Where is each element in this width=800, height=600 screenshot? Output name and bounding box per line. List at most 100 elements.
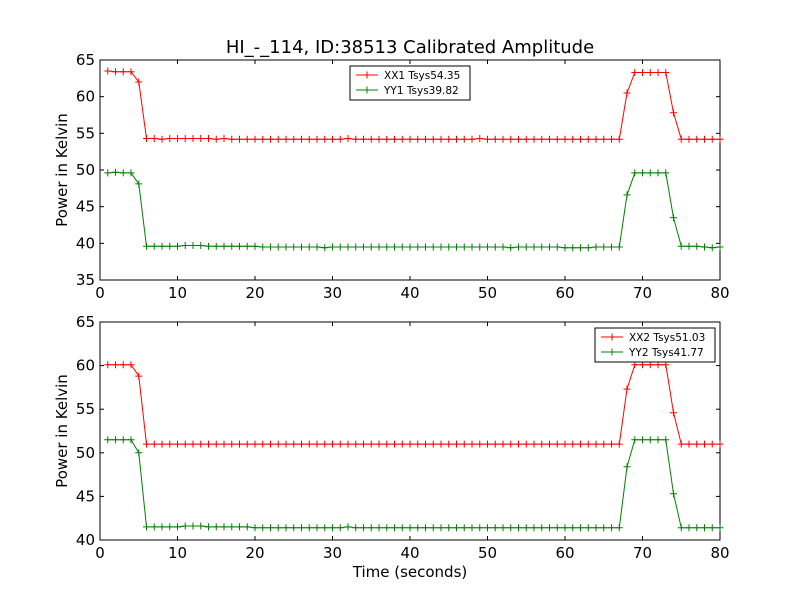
data-point [623, 385, 631, 393]
data-point [220, 523, 228, 531]
data-point [507, 135, 515, 143]
data-point [150, 440, 158, 448]
series-1 [104, 361, 724, 448]
legend-label: XX2 Tsys51.03 [629, 332, 705, 344]
data-point [693, 524, 701, 532]
data-point [251, 135, 259, 143]
data-point [267, 243, 274, 251]
legend-marker [363, 71, 371, 79]
data-point [460, 524, 468, 532]
data-point [375, 243, 383, 251]
data-point [352, 243, 360, 251]
x-tick-label: 60 [555, 284, 574, 302]
data-point [367, 524, 375, 532]
data-point [414, 524, 422, 532]
data-point [259, 524, 267, 532]
data-point [584, 135, 592, 143]
data-point [344, 243, 352, 251]
data-point [398, 524, 406, 532]
data-point [422, 243, 429, 251]
data-point [259, 135, 267, 143]
data-point [685, 135, 693, 143]
data-point [298, 243, 305, 251]
data-point [174, 134, 181, 142]
data-point [298, 440, 305, 448]
y-tick-label: 45 [76, 487, 95, 505]
data-point [274, 440, 282, 448]
data-point [143, 523, 150, 531]
data-point [375, 440, 383, 448]
data-point [530, 135, 538, 143]
x-tick-label: 60 [555, 544, 574, 562]
data-point [251, 242, 259, 250]
x-tick-label: 20 [245, 544, 264, 562]
data-point [174, 242, 181, 250]
data-point [205, 523, 212, 531]
data-point [468, 243, 476, 251]
data-point [212, 440, 220, 448]
data-point [437, 524, 445, 532]
data-point [305, 440, 313, 448]
data-point [367, 243, 375, 251]
data-point [228, 242, 236, 250]
data-point [251, 440, 259, 448]
data-point [414, 243, 422, 251]
data-point [515, 440, 522, 448]
data-point [600, 524, 608, 532]
y-tick-label: 65 [76, 51, 95, 69]
data-point [600, 135, 608, 143]
data-point [174, 440, 181, 448]
data-point [329, 524, 336, 532]
data-point [546, 135, 553, 143]
data-point [150, 242, 158, 250]
data-point [468, 524, 476, 532]
data-point [677, 135, 685, 143]
data-point [515, 524, 522, 532]
data-point [538, 135, 546, 143]
legend: XX1 Tsys54.35 YY1 Tsys39.82 [349, 65, 471, 101]
y-axis-label: Power in Kelvin [53, 374, 71, 488]
data-point [569, 440, 577, 448]
data-point [422, 440, 429, 448]
data-point [460, 440, 468, 448]
data-point [205, 440, 212, 448]
data-point [437, 243, 445, 251]
legend: XX2 Tsys51.03 YY2 Tsys41.77 [594, 327, 716, 363]
data-point [429, 440, 437, 448]
data-point [600, 243, 608, 251]
data-point [391, 243, 398, 251]
data-point [592, 243, 600, 251]
data-point [716, 243, 724, 251]
data-point [631, 169, 639, 177]
data-point [662, 436, 670, 444]
data-point [615, 524, 623, 532]
x-tick-label: 70 [633, 544, 652, 562]
data-point [577, 440, 584, 448]
data-point [212, 135, 220, 143]
y-tick-label: 60 [76, 357, 95, 375]
data-point [569, 524, 577, 532]
data-point [662, 68, 670, 76]
data-point [569, 135, 577, 143]
data-point [158, 440, 166, 448]
data-point [538, 524, 546, 532]
chart-panel-2: 0 10 20 30 40 50 60 70 80 40 45 50 55 60 65 Power in Ke… [53, 313, 730, 581]
data-point [383, 135, 391, 143]
data-point [313, 440, 321, 448]
data-point [383, 440, 391, 448]
data-point [670, 490, 677, 498]
data-point [693, 440, 701, 448]
data-point [685, 440, 693, 448]
data-point [329, 243, 336, 251]
data-point [135, 78, 143, 86]
data-point [313, 524, 321, 532]
data-point [236, 440, 243, 448]
data-point [383, 243, 391, 251]
data-point [422, 524, 429, 532]
x-tick-label: 40 [400, 284, 419, 302]
data-point [445, 524, 453, 532]
data-point [406, 243, 414, 251]
data-point [592, 524, 600, 532]
x-tick-label: 50 [478, 284, 497, 302]
data-point [174, 523, 181, 531]
